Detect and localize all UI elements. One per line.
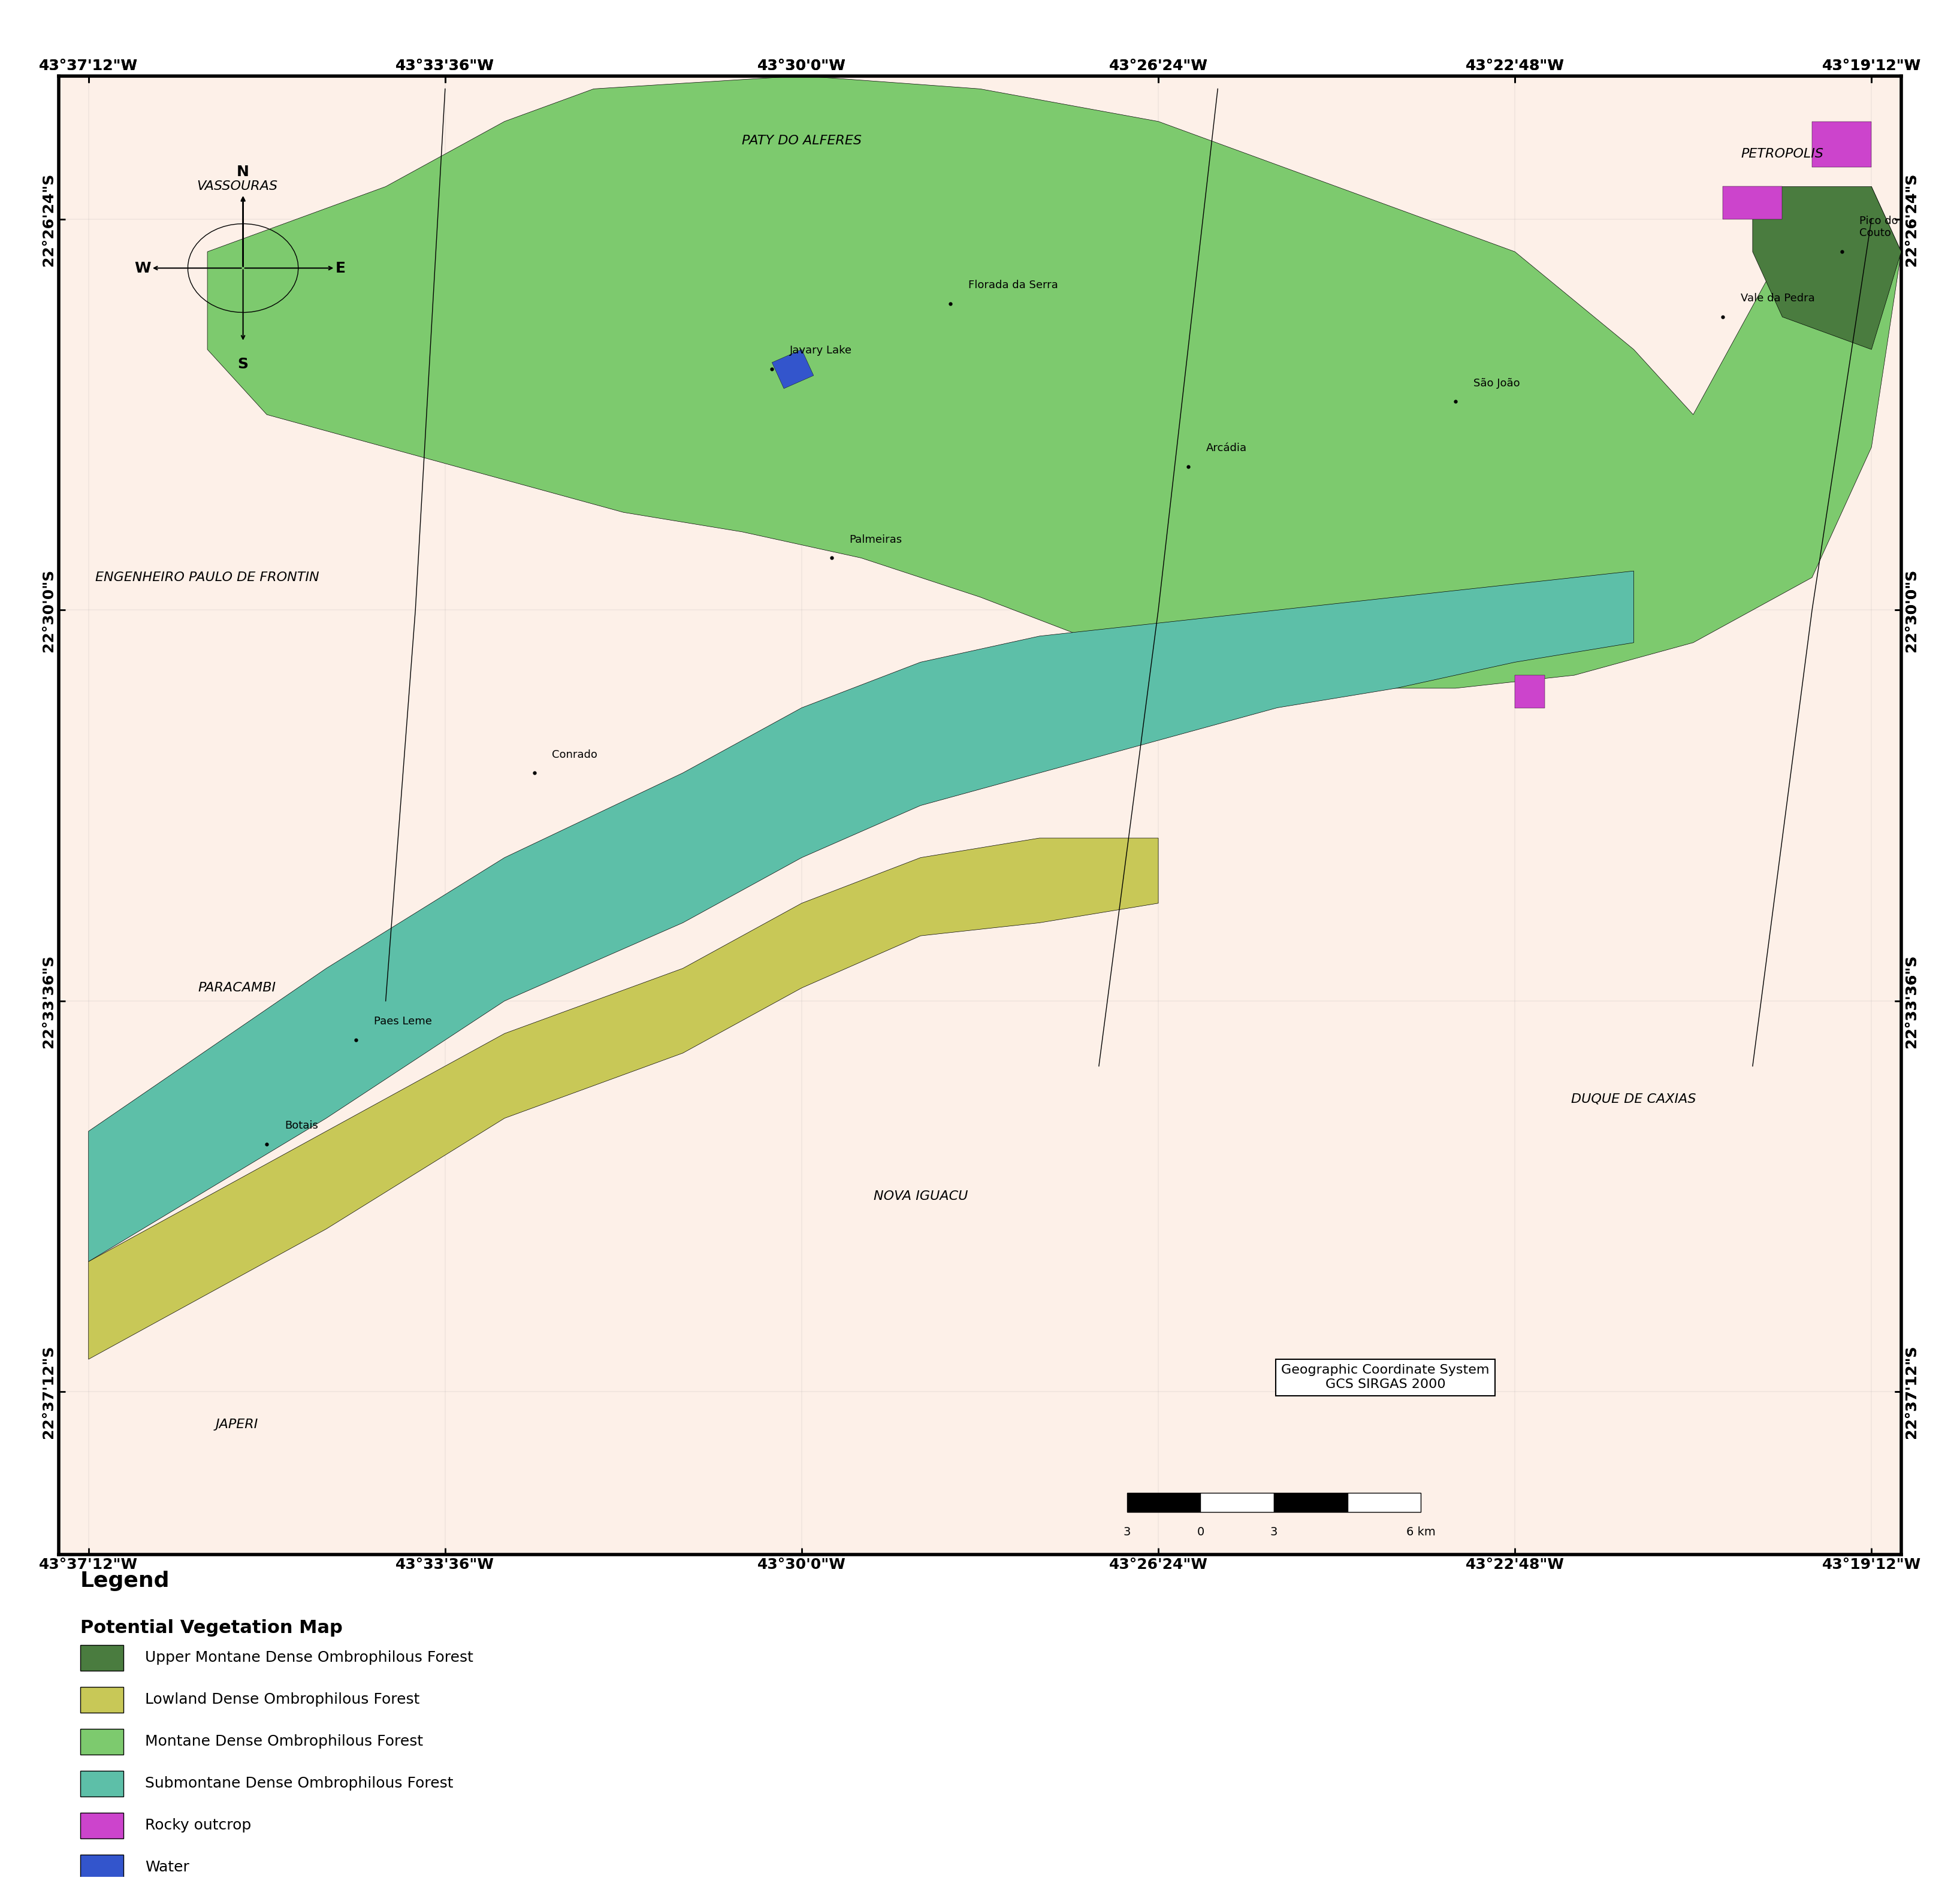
Text: Lowland Dense Ombrophilous Forest: Lowland Dense Ombrophilous Forest	[145, 1693, 419, 1706]
Text: Pico do
Couto: Pico do Couto	[1860, 216, 1899, 239]
Bar	[80, 1646, 123, 1670]
Polygon shape	[1515, 675, 1544, 707]
Text: NOVA IGUACU: NOVA IGUACU	[874, 1191, 968, 1202]
Bar	[80, 1854, 123, 1881]
Text: 3: 3	[1270, 1526, 1278, 1538]
Text: Conrado: Conrado	[553, 749, 598, 760]
Text: ENGENHEIRO PAULO DE FRONTIN: ENGENHEIRO PAULO DE FRONTIN	[96, 571, 319, 584]
Text: PARACAMBI: PARACAMBI	[198, 982, 276, 994]
Bar	[80, 1729, 123, 1754]
Text: Palmeiras: Palmeiras	[849, 535, 902, 544]
Text: São João: São João	[1474, 377, 1519, 389]
Bar	[80, 1813, 123, 1839]
Text: Botais: Botais	[284, 1121, 318, 1132]
Text: E: E	[335, 262, 345, 275]
Polygon shape	[1813, 121, 1872, 167]
Text: Vale da Pedra: Vale da Pedra	[1740, 294, 1815, 303]
Text: W: W	[135, 262, 151, 275]
Text: JAPERI: JAPERI	[216, 1418, 259, 1430]
Bar	[1274, 1494, 1348, 1513]
Text: Geographic Coordinate System
GCS SIRGAS 2000: Geographic Coordinate System GCS SIRGAS …	[1282, 1365, 1490, 1390]
Bar	[1127, 1494, 1200, 1513]
Polygon shape	[1752, 186, 1901, 349]
Text: S: S	[237, 356, 249, 372]
Text: Arcádia: Arcádia	[1205, 444, 1247, 453]
Text: 3: 3	[1123, 1526, 1131, 1538]
Polygon shape	[772, 349, 813, 389]
Polygon shape	[1723, 186, 1782, 220]
Polygon shape	[88, 838, 1158, 1359]
Bar	[1348, 1494, 1421, 1513]
Bar	[1200, 1494, 1274, 1513]
Text: 6 km: 6 km	[1407, 1526, 1435, 1538]
Polygon shape	[88, 571, 1635, 1261]
Text: Potential Vegetation Map: Potential Vegetation Map	[80, 1619, 343, 1636]
Text: Montane Dense Ombrophilous Forest: Montane Dense Ombrophilous Forest	[145, 1735, 423, 1748]
Text: PETROPOLIS: PETROPOLIS	[1740, 148, 1823, 159]
Text: 0: 0	[1198, 1526, 1203, 1538]
Text: Javary Lake: Javary Lake	[790, 345, 853, 356]
Bar	[80, 1687, 123, 1712]
Text: Legend: Legend	[80, 1570, 171, 1591]
Text: DUQUE DE CAXIAS: DUQUE DE CAXIAS	[1572, 1092, 1695, 1105]
Text: Water: Water	[145, 1860, 190, 1875]
Text: Florada da Serra: Florada da Serra	[968, 281, 1058, 290]
Bar	[80, 1771, 123, 1797]
Text: N: N	[237, 165, 249, 180]
Polygon shape	[208, 76, 1901, 688]
Text: Rocky outcrop: Rocky outcrop	[145, 1818, 251, 1833]
Text: Paes Leme: Paes Leme	[374, 1016, 431, 1028]
Text: VASSOURAS: VASSOURAS	[196, 180, 278, 193]
Text: Upper Montane Dense Ombrophilous Forest: Upper Montane Dense Ombrophilous Forest	[145, 1651, 472, 1665]
Text: PATY DO ALFERES: PATY DO ALFERES	[741, 135, 862, 148]
Text: Submontane Dense Ombrophilous Forest: Submontane Dense Ombrophilous Forest	[145, 1777, 453, 1790]
